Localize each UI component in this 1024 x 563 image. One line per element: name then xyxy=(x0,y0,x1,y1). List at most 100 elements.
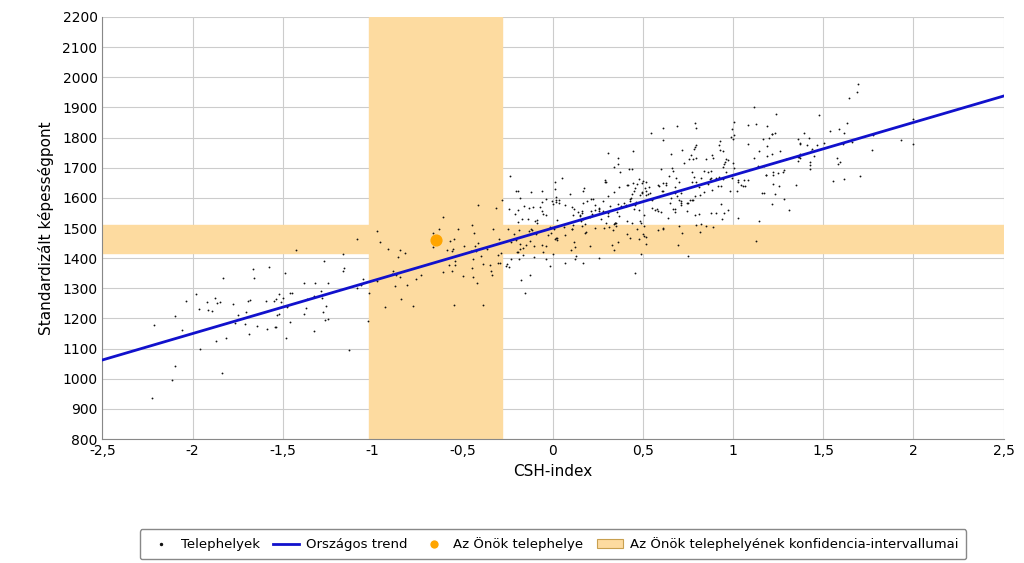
Point xyxy=(703,186,720,195)
Point xyxy=(684,195,700,204)
Point xyxy=(524,225,541,234)
Point xyxy=(553,173,569,182)
Point xyxy=(687,211,703,220)
Point xyxy=(793,153,809,162)
Point xyxy=(503,254,519,263)
Point xyxy=(355,274,372,283)
Point xyxy=(582,241,598,250)
Point xyxy=(698,155,715,164)
Point xyxy=(759,151,775,160)
Point xyxy=(341,345,357,354)
Point xyxy=(802,165,818,174)
Point xyxy=(781,205,798,215)
Point xyxy=(626,187,642,196)
Point xyxy=(484,270,501,279)
Point xyxy=(489,250,506,259)
Point xyxy=(676,159,692,168)
Point xyxy=(664,193,680,202)
Point xyxy=(654,186,671,195)
Point xyxy=(708,173,724,182)
Point xyxy=(609,238,626,247)
Point xyxy=(732,181,749,190)
Point xyxy=(713,199,729,208)
Point xyxy=(631,175,647,184)
Point xyxy=(260,262,276,271)
Point xyxy=(488,203,505,212)
Point xyxy=(490,235,507,244)
Point xyxy=(306,292,323,301)
Point xyxy=(756,161,772,170)
Point xyxy=(606,163,623,172)
Point xyxy=(720,205,736,214)
Point xyxy=(413,271,429,280)
Point xyxy=(199,298,215,307)
Point xyxy=(463,247,479,256)
Point xyxy=(650,181,667,190)
Point xyxy=(654,124,671,133)
Point xyxy=(587,205,603,215)
Point xyxy=(652,207,669,216)
Point xyxy=(724,173,740,182)
Point xyxy=(748,120,764,129)
Point xyxy=(313,286,330,295)
Point xyxy=(615,198,632,207)
Point xyxy=(642,189,658,198)
Point xyxy=(567,252,584,261)
Point xyxy=(751,146,767,155)
Point xyxy=(632,190,648,199)
Point xyxy=(208,337,224,346)
Point xyxy=(501,204,517,213)
Point xyxy=(579,197,595,206)
Point xyxy=(305,327,322,336)
Point xyxy=(605,220,622,229)
Point xyxy=(758,170,774,179)
Point xyxy=(431,224,447,233)
Point xyxy=(482,261,499,270)
Y-axis label: Standardizált képességpont: Standardizált képességpont xyxy=(38,121,54,335)
Point xyxy=(316,316,333,325)
Point xyxy=(510,205,526,215)
Point xyxy=(606,187,623,196)
Point xyxy=(683,151,699,160)
Point xyxy=(764,129,780,138)
Point xyxy=(238,307,254,316)
Point xyxy=(566,243,583,252)
Point xyxy=(319,314,336,323)
Point xyxy=(317,302,334,311)
Point xyxy=(688,141,705,150)
Point xyxy=(726,130,742,139)
Point xyxy=(673,199,689,208)
Point xyxy=(643,194,659,203)
Point xyxy=(712,145,728,154)
Point xyxy=(521,227,538,236)
Point xyxy=(506,230,522,239)
Point xyxy=(631,235,647,244)
Point xyxy=(540,230,556,239)
Point xyxy=(174,326,190,335)
Point xyxy=(494,195,510,204)
Point xyxy=(849,88,865,97)
Point xyxy=(509,217,525,226)
Point xyxy=(390,252,407,261)
Point xyxy=(490,258,507,267)
Point xyxy=(751,216,767,225)
Point xyxy=(759,141,775,150)
Point xyxy=(650,206,667,215)
Point xyxy=(573,207,590,216)
Point xyxy=(664,163,680,172)
Point xyxy=(606,219,623,228)
Point xyxy=(705,222,721,231)
Point xyxy=(711,172,727,181)
Point xyxy=(669,191,685,200)
Point xyxy=(551,199,567,208)
Point xyxy=(803,146,819,155)
Point xyxy=(831,158,848,167)
Point xyxy=(521,270,538,279)
Point xyxy=(679,206,695,215)
Point xyxy=(627,200,643,209)
Point xyxy=(720,155,736,164)
Point xyxy=(315,256,332,265)
Point xyxy=(755,135,771,144)
Point xyxy=(600,212,616,221)
Point xyxy=(360,289,377,298)
